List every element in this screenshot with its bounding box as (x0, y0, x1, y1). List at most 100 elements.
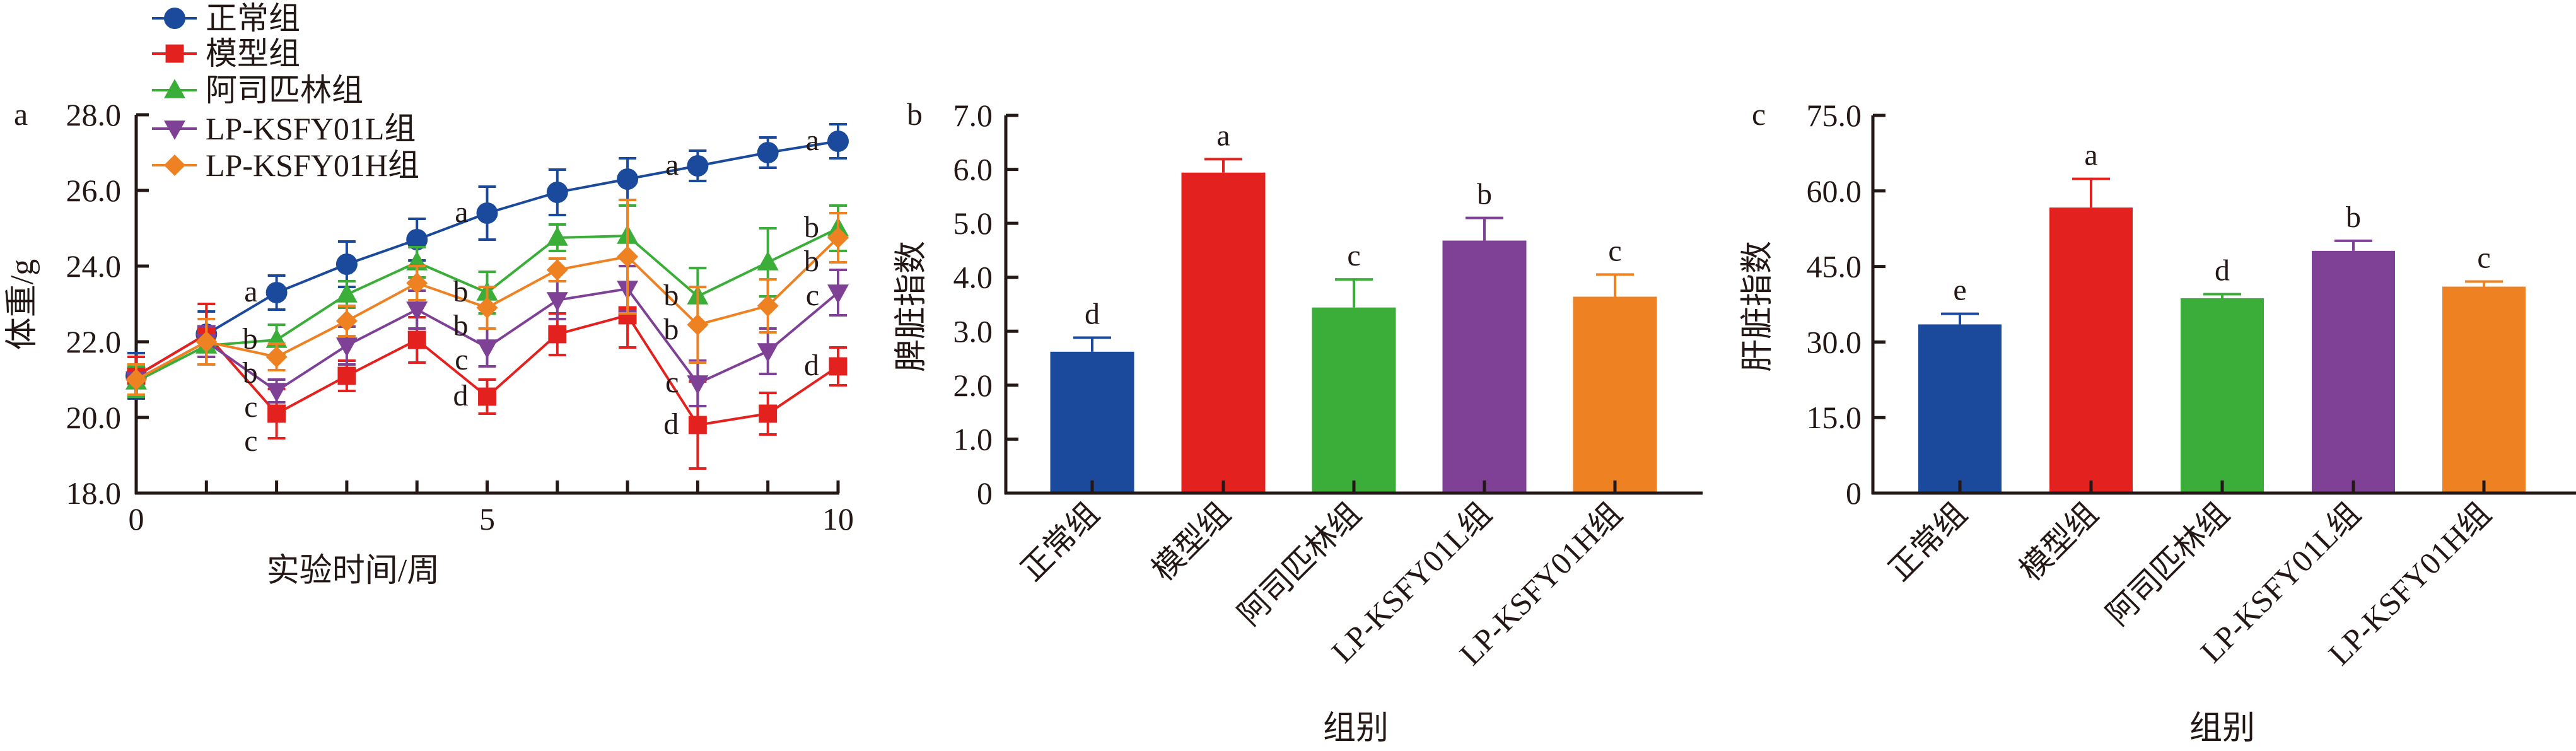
legend-marker (164, 8, 185, 29)
series-4 (125, 199, 849, 396)
liver-index-bar-chart: c 组别 肝脏指数 e正常组a模型组d阿司匹林组bLP-KSFY01L组cLP-… (1740, 96, 2576, 747)
x-tick-label: 10 (822, 501, 854, 537)
x-tick-label: 模型组 (1145, 496, 1237, 588)
x-tick-label: 正常组 (1014, 496, 1106, 588)
data-point (688, 416, 707, 434)
data-point (546, 292, 568, 311)
x-axis-title: 组别 (2189, 711, 2255, 747)
data-point (265, 282, 288, 303)
data-point (407, 330, 426, 349)
y-tick-label: 1.0 (953, 421, 993, 457)
significance-label: b (453, 275, 469, 308)
body-weight-line-chart: a 实验时间/周 体重/g 18.0 20.0 22.0 24.0 26.0 28.0 0 5… (4, 1, 854, 589)
y-axis-title: 脾脏指数 (894, 241, 930, 372)
y-tick-label: 2.0 (953, 368, 993, 403)
y-tick-label: 7.0 (953, 98, 993, 133)
bar (1442, 240, 1527, 493)
spleen-index-bar-chart: b 组别 脾脏指数 d正常组a模型组c阿司匹林组bLP-KSFY01L组cLP-… (894, 96, 1703, 747)
x-tick-label: 阿司匹林组 (1231, 496, 1367, 632)
data-point (548, 325, 567, 344)
legend-item: 模型组 (152, 36, 300, 71)
y-tick-label: 5.0 (953, 206, 993, 241)
significance-label: b (243, 322, 258, 356)
bar (2049, 207, 2133, 493)
data-point (476, 202, 498, 224)
bar (2312, 250, 2395, 493)
significance-label: b (2346, 201, 2361, 234)
data-point (337, 366, 356, 385)
data-point (827, 284, 849, 304)
significance-label: a (1216, 119, 1230, 152)
significance-label: a (2084, 139, 2097, 172)
data-point (757, 343, 779, 363)
legend-marker (165, 44, 184, 63)
y-tick-label: 45.0 (1807, 249, 1862, 284)
data-point (827, 131, 849, 152)
data-point (265, 346, 288, 368)
data-point (476, 339, 498, 359)
data-point (617, 168, 639, 190)
data-point (759, 404, 778, 423)
y-tick-label: 24.0 (66, 248, 122, 284)
data-point (757, 295, 779, 317)
significance-label: d (2215, 254, 2230, 288)
legend-label: 模型组 (206, 36, 300, 71)
x-axis-title: 组别 (1323, 711, 1389, 747)
significance-label: d (1085, 298, 1100, 331)
y-tick-label: 20.0 (66, 400, 122, 435)
significance-label: b (663, 313, 679, 346)
data-point (195, 331, 218, 352)
y-tick-label: 3.0 (953, 313, 993, 349)
y-tick-label: 26.0 (66, 173, 122, 208)
data-point (335, 337, 358, 357)
significance-label: b (804, 211, 819, 244)
x-tick-label: 正常组 (1882, 496, 1974, 588)
significance-label: c (1608, 234, 1621, 267)
significance-label: e (1953, 274, 1966, 307)
data-point (687, 375, 709, 395)
legend-item: LP-KSFY01H组 (152, 148, 419, 183)
significance-label: d (453, 379, 469, 412)
x-tick-label: 模型组 (2013, 496, 2105, 588)
data-point (757, 251, 779, 271)
data-point (406, 301, 428, 321)
significance-label: b (663, 279, 679, 312)
y-tick-label: 60.0 (1807, 173, 1862, 209)
significance-label: c (244, 390, 257, 424)
significance-label: b (804, 245, 819, 278)
x-axis-title: 实验时间/周 (267, 553, 440, 589)
legend-marker (164, 154, 185, 176)
x-tick-label: 0 (129, 501, 144, 537)
data-point (687, 314, 709, 335)
bar (1918, 324, 2002, 493)
panel-label-c: c (1752, 96, 1766, 132)
data-point (265, 383, 288, 402)
legend-item: 正常组 (152, 1, 300, 36)
y-tick-label: 75.0 (1807, 98, 1862, 133)
significance-label: c (806, 279, 819, 312)
data-point (827, 227, 849, 248)
data-point (617, 246, 639, 267)
legend-marker (164, 79, 185, 98)
significance-label: d (663, 407, 679, 441)
data-point (335, 310, 358, 332)
legend-item: 阿司匹林组 (152, 73, 363, 108)
significance-label: c (1347, 239, 1360, 272)
significance-label: d (804, 349, 819, 382)
data-point (478, 387, 496, 406)
data-point (476, 297, 498, 318)
y-tick-label: 6.0 (953, 152, 993, 187)
x-tick-label: 阿司匹林组 (2099, 496, 2235, 632)
y-tick-label: 0 (977, 475, 993, 511)
data-point (335, 253, 358, 275)
legend-label: LP-KSFY01L组 (206, 111, 416, 146)
data-point (267, 404, 286, 423)
significance-label: a (665, 148, 679, 182)
data-point (406, 229, 428, 250)
bar (1181, 172, 1266, 493)
significance-label: a (806, 124, 819, 157)
significance-label: b (243, 356, 258, 390)
significance-label: c (244, 424, 257, 458)
legend-label: 正常组 (206, 1, 300, 36)
